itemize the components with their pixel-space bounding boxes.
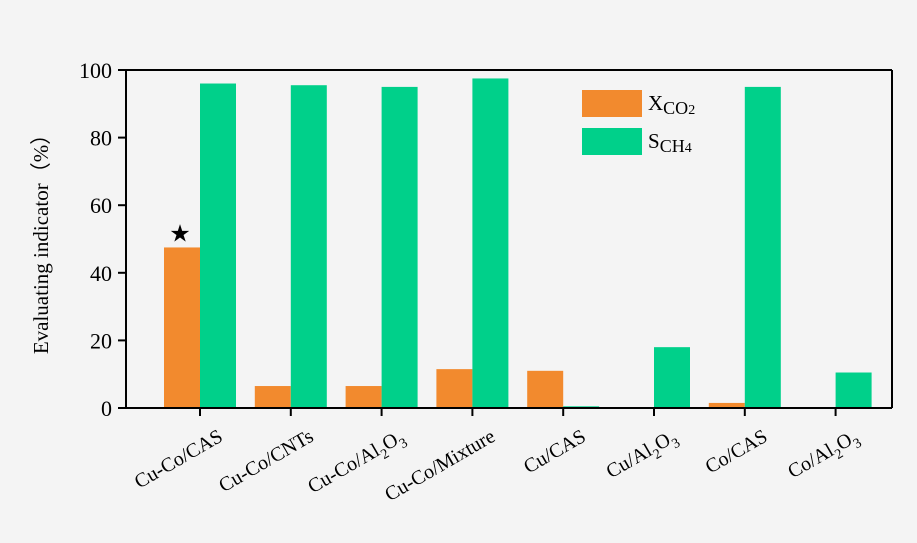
x-tick-label: Cu-Co/CAS <box>131 425 227 493</box>
bar-ch4-6 <box>744 86 781 409</box>
bar-co2-2 <box>345 386 382 408</box>
bars-layer <box>164 78 872 409</box>
x-tick-label: Cu-Co/CNTs <box>215 425 317 497</box>
legend-swatch-co2 <box>582 90 642 117</box>
y-tick-label: 100 <box>79 58 112 83</box>
x-tick-label: Cu/CAS <box>520 425 590 478</box>
star-annotation: ★ <box>169 219 191 247</box>
x-tick-label: Co/Al2O3 <box>784 425 864 487</box>
legend-label-co2: XCO2 <box>648 91 695 118</box>
bar-co2-0 <box>164 247 200 408</box>
annotation-layer: ★ <box>169 219 191 247</box>
axes-layer <box>125 69 893 409</box>
bar-co2-3 <box>436 369 473 408</box>
y-axis-title: Evaluating indicator（%） <box>29 124 53 354</box>
y-tick-label: 80 <box>90 126 112 151</box>
bar-ch4-3 <box>472 78 509 408</box>
bar-co2-6 <box>708 402 745 408</box>
y-tick-label: 0 <box>101 396 112 421</box>
y-tick-label: 60 <box>90 193 112 218</box>
legend: XCO2 SCH4 <box>582 90 695 156</box>
legend-label-ch4: SCH4 <box>648 129 692 156</box>
x-ticks-layer: Cu-Co/CASCu-Co/CNTsCu-Co/Al2O3Cu-Co/Mixt… <box>131 408 865 506</box>
y-tick-label: 20 <box>90 328 112 353</box>
y-tick-label: 40 <box>90 261 112 286</box>
bar-ch4-1 <box>290 85 327 409</box>
y-ticks-layer: 0 20 40 60 80 100 <box>79 58 126 421</box>
bar-ch4-7 <box>835 372 872 408</box>
bar-ch4-5 <box>654 347 690 408</box>
x-tick-label: Co/CAS <box>702 425 772 478</box>
legend-swatch-ch4 <box>582 128 642 155</box>
x-tick-label: Cu/Al2O3 <box>603 425 683 487</box>
bar-ch4-0 <box>200 83 236 409</box>
bar-co2-1 <box>254 386 291 408</box>
bar-co2-4 <box>527 370 564 408</box>
bar-ch4-2 <box>381 86 418 409</box>
